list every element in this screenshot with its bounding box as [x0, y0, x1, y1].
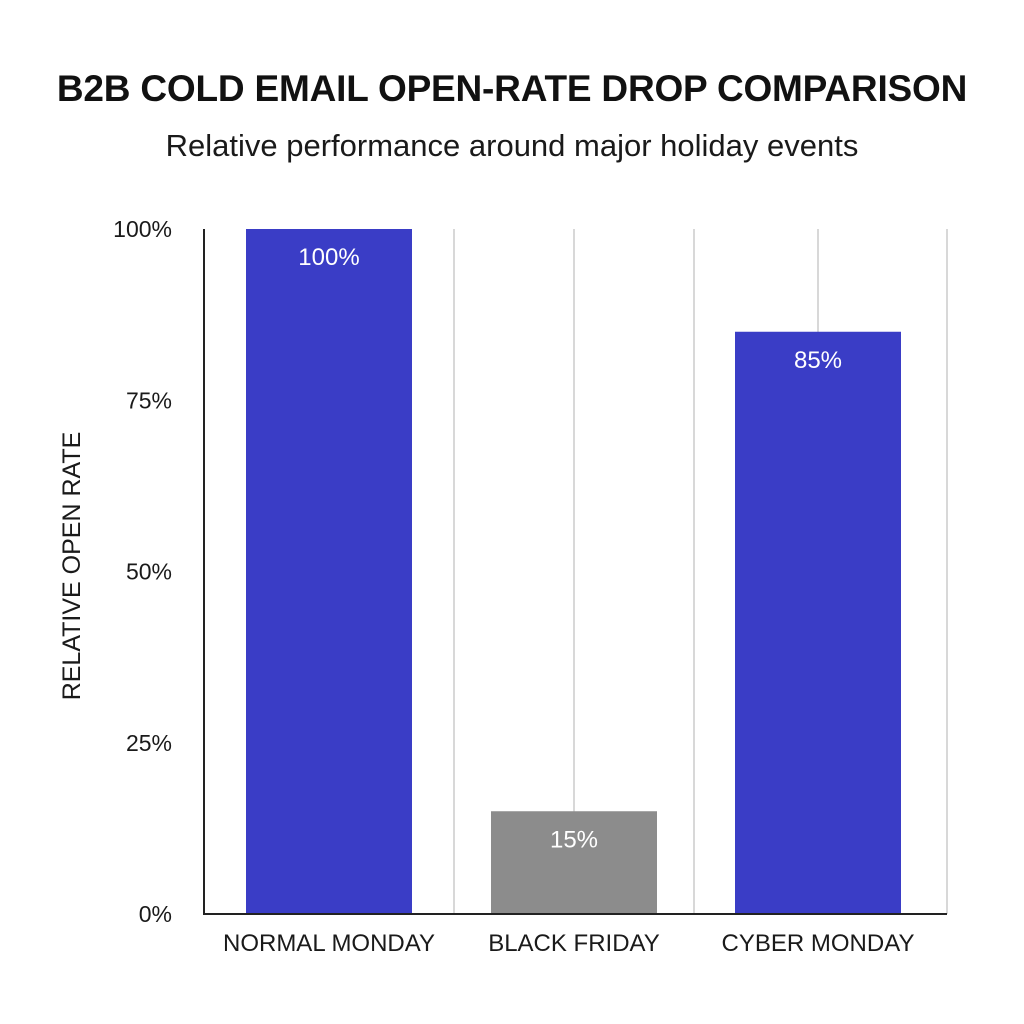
y-tick-label-100: 100% — [113, 216, 172, 242]
data-label-normal-monday: 100% — [298, 244, 359, 271]
data-label-cyber-monday: 85% — [794, 347, 842, 374]
y-tick-label-25: 25% — [126, 730, 172, 756]
x-category-label-normal-monday: NORMAL MONDAY — [223, 930, 435, 957]
bar-normal-monday — [246, 229, 412, 914]
y-tick-label-0: 0% — [139, 901, 172, 927]
x-category-label-black-friday: BLACK FRIDAY — [488, 930, 660, 957]
data-labels: 100% 15% 85% — [298, 244, 842, 853]
bar-cyber-monday — [735, 331, 901, 914]
axes — [203, 229, 947, 915]
x-category-label-cyber-monday: CYBER MONDAY — [722, 930, 915, 957]
chart-subtitle: Relative performance around major holida… — [165, 128, 859, 163]
y-axis-title: RELATIVE OPEN RATE — [58, 432, 86, 701]
chart-title: B2B COLD EMAIL OPEN-RATE DROP COMPARISON — [56, 68, 968, 109]
bars — [246, 229, 901, 914]
data-label-black-friday: 15% — [550, 826, 598, 853]
y-tick-label-75: 75% — [126, 387, 172, 413]
y-tick-labels: 0% 25% 50% 75% 100% — [113, 216, 172, 927]
bar-black-friday — [491, 811, 657, 914]
y-tick-label-50: 50% — [126, 559, 172, 585]
x-category-labels: NORMAL MONDAY BLACK FRIDAY CYBER MONDAY — [223, 930, 914, 957]
